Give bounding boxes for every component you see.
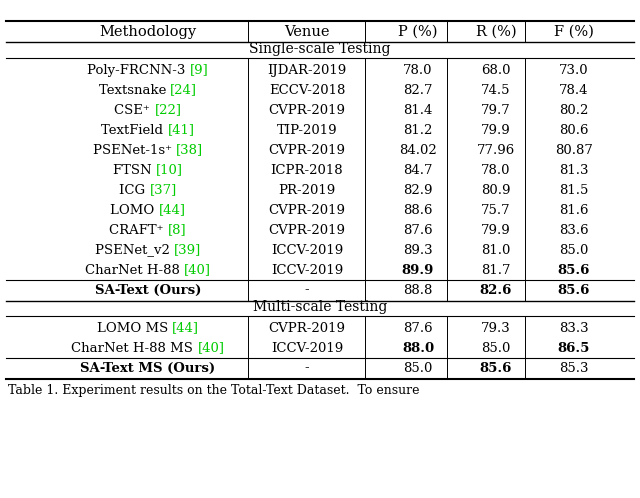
- Text: [40]: [40]: [198, 342, 225, 355]
- Text: 85.6: 85.6: [558, 263, 590, 276]
- Text: 80.9: 80.9: [481, 183, 511, 197]
- Text: PSENet_v2: PSENet_v2: [95, 244, 174, 256]
- Text: 79.9: 79.9: [481, 224, 511, 237]
- Text: [37]: [37]: [150, 183, 177, 197]
- Text: 81.2: 81.2: [403, 124, 433, 136]
- Text: 82.6: 82.6: [480, 283, 512, 296]
- Text: 86.5: 86.5: [558, 342, 590, 355]
- Text: CVPR-2019: CVPR-2019: [269, 204, 346, 217]
- Text: 79.7: 79.7: [481, 104, 511, 117]
- Text: 88.8: 88.8: [403, 283, 433, 296]
- Text: 85.3: 85.3: [559, 362, 589, 374]
- Text: 85.6: 85.6: [558, 283, 590, 296]
- Text: [39]: [39]: [174, 244, 201, 256]
- Text: -: -: [305, 283, 309, 296]
- Text: Poly-FRCNN-3: Poly-FRCNN-3: [87, 64, 190, 77]
- Text: TextField: TextField: [101, 124, 168, 136]
- Text: 83.6: 83.6: [559, 224, 589, 237]
- Text: CharNet H-88 MS: CharNet H-88 MS: [72, 342, 198, 355]
- Text: Table 1. Experiment results on the Total-Text Dataset.  To ensure: Table 1. Experiment results on the Total…: [8, 383, 419, 396]
- Text: 85.6: 85.6: [480, 362, 512, 374]
- Text: 77.96: 77.96: [477, 143, 515, 156]
- Text: [38]: [38]: [176, 143, 203, 156]
- Text: IJDAR-2019: IJDAR-2019: [268, 64, 347, 77]
- Text: [10]: [10]: [156, 163, 183, 176]
- Text: 78.0: 78.0: [481, 163, 511, 176]
- Text: 82.7: 82.7: [403, 84, 433, 97]
- Text: CVPR-2019: CVPR-2019: [269, 104, 346, 117]
- Text: P (%): P (%): [398, 25, 438, 39]
- Text: 88.6: 88.6: [403, 204, 433, 217]
- Text: CVPR-2019: CVPR-2019: [269, 322, 346, 335]
- Text: [24]: [24]: [170, 84, 197, 97]
- Text: 80.6: 80.6: [559, 124, 589, 136]
- Text: 81.7: 81.7: [481, 263, 511, 276]
- Text: CRAFT⁺: CRAFT⁺: [109, 224, 168, 237]
- Text: 81.6: 81.6: [559, 204, 589, 217]
- Text: TIP-2019: TIP-2019: [276, 124, 337, 136]
- Text: 87.6: 87.6: [403, 224, 433, 237]
- Text: [8]: [8]: [168, 224, 187, 237]
- Text: 79.9: 79.9: [481, 124, 511, 136]
- Text: SA-Text MS (Ours): SA-Text MS (Ours): [81, 362, 216, 374]
- Text: ECCV-2018: ECCV-2018: [269, 84, 345, 97]
- Text: FTSN: FTSN: [113, 163, 156, 176]
- Text: [40]: [40]: [184, 263, 211, 276]
- Text: 89.3: 89.3: [403, 244, 433, 256]
- Text: LOMO MS: LOMO MS: [97, 322, 172, 335]
- Text: LOMO: LOMO: [110, 204, 159, 217]
- Text: Single-scale Testing: Single-scale Testing: [249, 42, 391, 56]
- Text: [9]: [9]: [190, 64, 209, 77]
- Text: [22]: [22]: [154, 104, 182, 117]
- Text: 81.5: 81.5: [559, 183, 589, 197]
- Text: [44]: [44]: [159, 204, 186, 217]
- Text: 81.3: 81.3: [559, 163, 589, 176]
- Text: Methodology: Methodology: [99, 25, 196, 39]
- Text: 78.4: 78.4: [559, 84, 589, 97]
- Text: 84.7: 84.7: [403, 163, 433, 176]
- Text: 79.3: 79.3: [481, 322, 511, 335]
- Text: 80.87: 80.87: [555, 143, 593, 156]
- Text: 83.3: 83.3: [559, 322, 589, 335]
- Text: 85.0: 85.0: [559, 244, 589, 256]
- Text: 89.9: 89.9: [402, 263, 434, 276]
- Text: 75.7: 75.7: [481, 204, 511, 217]
- Text: [44]: [44]: [172, 322, 199, 335]
- Text: F (%): F (%): [554, 25, 594, 39]
- Text: 88.0: 88.0: [402, 342, 434, 355]
- Text: 78.0: 78.0: [403, 64, 433, 77]
- Text: Textsnake: Textsnake: [99, 84, 170, 97]
- Text: CharNet H-88: CharNet H-88: [85, 263, 184, 276]
- Text: [41]: [41]: [168, 124, 195, 136]
- Text: 74.5: 74.5: [481, 84, 511, 97]
- Text: PSENet-1s⁺: PSENet-1s⁺: [93, 143, 176, 156]
- Text: ICG: ICG: [119, 183, 150, 197]
- Text: -: -: [305, 362, 309, 374]
- Text: 73.0: 73.0: [559, 64, 589, 77]
- Text: CVPR-2019: CVPR-2019: [269, 224, 346, 237]
- Text: 84.02: 84.02: [399, 143, 437, 156]
- Text: CSE⁺: CSE⁺: [115, 104, 154, 117]
- Text: 85.0: 85.0: [481, 342, 511, 355]
- Text: 80.2: 80.2: [559, 104, 589, 117]
- Text: Multi-scale Testing: Multi-scale Testing: [253, 300, 387, 314]
- Text: 87.6: 87.6: [403, 322, 433, 335]
- Text: Venue: Venue: [284, 25, 330, 39]
- Text: ICCV-2019: ICCV-2019: [271, 342, 343, 355]
- Text: SA-Text (Ours): SA-Text (Ours): [95, 283, 201, 296]
- Text: ICPR-2018: ICPR-2018: [271, 163, 343, 176]
- Text: R (%): R (%): [476, 25, 516, 39]
- Text: PR-2019: PR-2019: [278, 183, 335, 197]
- Text: 82.9: 82.9: [403, 183, 433, 197]
- Text: 85.0: 85.0: [403, 362, 433, 374]
- Text: 68.0: 68.0: [481, 64, 511, 77]
- Text: 81.4: 81.4: [403, 104, 433, 117]
- Text: 81.0: 81.0: [481, 244, 511, 256]
- Text: ICCV-2019: ICCV-2019: [271, 244, 343, 256]
- Text: ICCV-2019: ICCV-2019: [271, 263, 343, 276]
- Text: CVPR-2019: CVPR-2019: [269, 143, 346, 156]
